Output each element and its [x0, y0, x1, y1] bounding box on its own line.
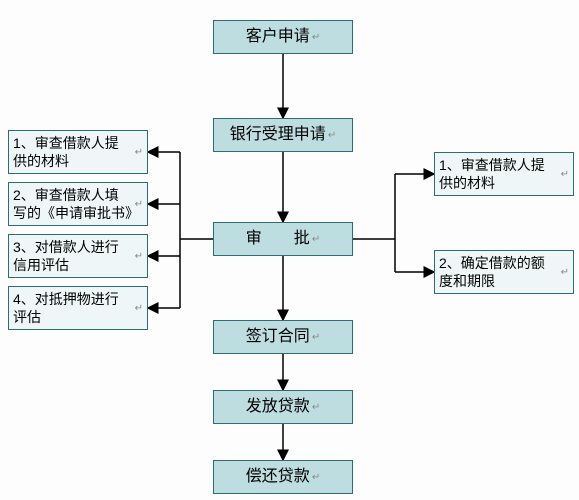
return-mark: ↵ [561, 168, 569, 181]
node-label-l3: 3、对借款人进行信用评估 [13, 238, 133, 274]
node-r2: 2、确定借款的额度和期限↵ [434, 250, 574, 294]
node-label-n2: 银行受理申请 [230, 125, 326, 146]
return-mark: ↵ [135, 198, 143, 211]
return-mark: ↵ [312, 401, 320, 414]
node-label-l1: 1、审查借款人提供的材料 [13, 134, 133, 170]
node-label-n4: 签订合同 [246, 327, 310, 348]
node-n5: 发放贷款↵ [213, 390, 353, 424]
node-label-l2: 2、审查借款人填写的《申请审批书》 [13, 186, 133, 222]
return-mark: ↵ [561, 266, 569, 279]
node-n3: 审 批↵ [213, 222, 353, 256]
node-n6: 偿还贷款↵ [213, 460, 353, 494]
node-label-l4: 4、对抵押物进行评估 [13, 290, 133, 326]
node-r1: 1、审查借款人提供的材料↵ [434, 152, 574, 196]
node-n4: 签订合同↵ [213, 320, 353, 354]
return-mark: ↵ [312, 331, 320, 344]
node-n1: 客户申请↵ [213, 20, 353, 54]
node-n2: 银行受理申请↵ [213, 118, 353, 152]
node-label-r1: 1、审查借款人提供的材料 [439, 156, 559, 192]
node-l2: 2、审查借款人填写的《申请审批书》↵ [8, 182, 148, 226]
node-label-n1: 客户申请 [246, 27, 310, 48]
node-label-n3: 审 批 [246, 229, 310, 250]
node-l4: 4、对抵押物进行评估↵ [8, 286, 148, 330]
node-l1: 1、审查借款人提供的材料↵ [8, 130, 148, 174]
return-mark: ↵ [312, 233, 320, 246]
return-mark: ↵ [312, 31, 320, 44]
return-mark: ↵ [135, 146, 143, 159]
node-label-r2: 2、确定借款的额度和期限 [439, 254, 559, 290]
node-label-n6: 偿还贷款 [246, 467, 310, 488]
node-label-n5: 发放贷款 [246, 397, 310, 418]
return-mark: ↵ [135, 250, 143, 263]
return-mark: ↵ [328, 129, 336, 142]
return-mark: ↵ [312, 471, 320, 484]
return-mark: ↵ [135, 302, 143, 315]
node-l3: 3、对借款人进行信用评估↵ [8, 234, 148, 278]
